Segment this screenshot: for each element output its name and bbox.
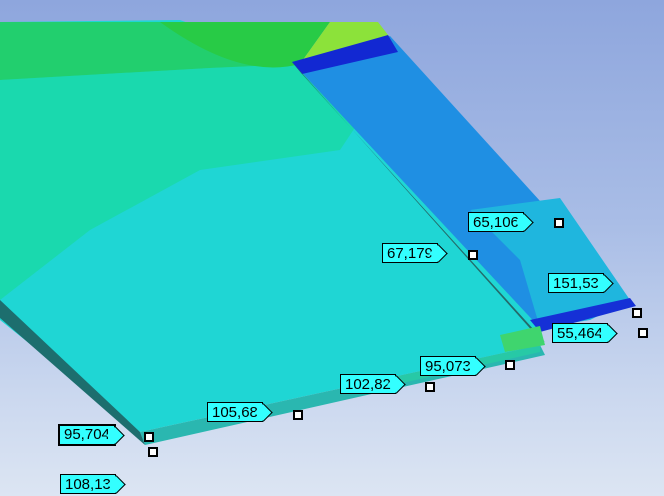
probe-label[interactable]: 151,53 [548,273,604,293]
contour-region-teal [0,64,360,300]
probe-label[interactable]: 102,82 [340,374,396,394]
plate-left-edge [0,300,145,445]
probe-label[interactable]: 105,68 [207,402,263,422]
probe-label[interactable]: 95,073 [420,356,476,376]
probe-marker [632,308,642,318]
probe-marker [293,410,303,420]
contour-region-dark-blue [292,35,398,74]
probe-marker [144,432,154,442]
probe-label[interactable]: 65,106 [468,212,524,232]
probe-marker [425,382,435,392]
probe-marker [468,250,478,260]
probe-label[interactable]: 108,13 [60,474,116,494]
probe-marker [638,328,648,338]
probe-label[interactable]: 67,179 [382,243,438,263]
probe-label[interactable]: 55,464 [552,323,608,343]
probe-marker [148,447,158,457]
contour-region-front-band-green [500,326,545,352]
probe-label[interactable]: 95,704 [58,424,116,446]
probe-marker [554,218,564,228]
probe-marker [505,360,515,370]
contour-region-dome [160,22,330,68]
